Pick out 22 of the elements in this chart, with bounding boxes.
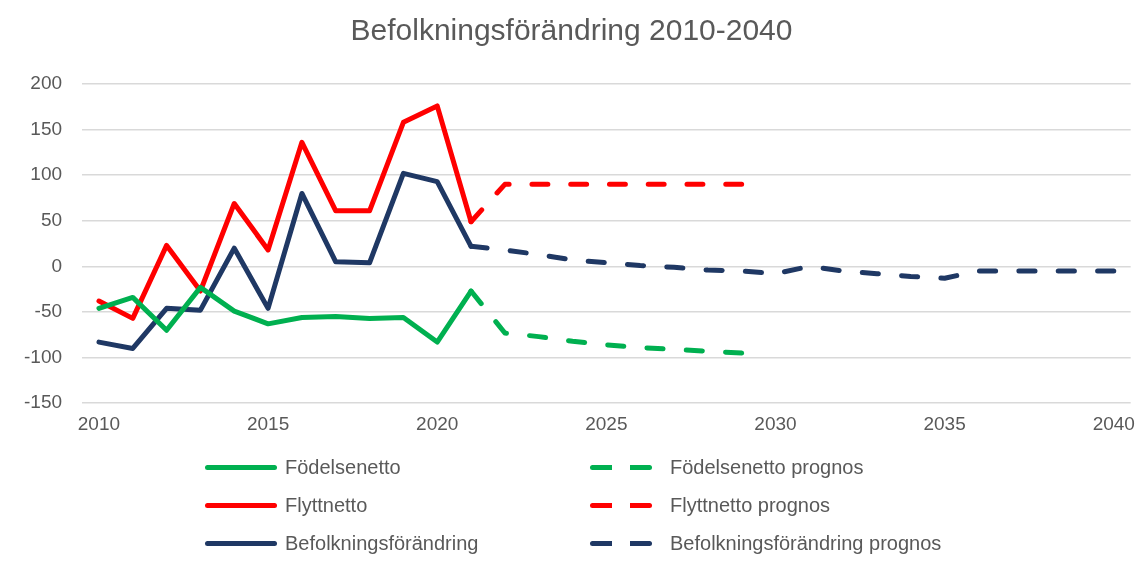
legend-label: Befolkningsförändring prognos [670, 531, 942, 555]
y-tick-label: -50 [34, 300, 63, 322]
legend-label: Flyttnetto prognos [670, 493, 831, 517]
legend-label: Flyttnetto [285, 493, 368, 517]
x-tick-label: 2040 [1092, 412, 1135, 434]
x-tick-label: 2010 [77, 412, 121, 434]
chart-title: Befolkningsförändring 2010-2040 [350, 13, 793, 47]
x-tick-label: 2020 [416, 412, 459, 434]
y-tick-label: 0 [51, 254, 63, 276]
x-tick-label: 2025 [585, 412, 628, 434]
y-tick-label: -150 [24, 391, 63, 413]
y-tick-label: 50 [40, 209, 63, 231]
y-tick-label: 200 [30, 72, 63, 94]
y-tick-label: -100 [24, 345, 63, 367]
x-tick-label: 2030 [754, 412, 797, 434]
legend-label: Födelsenetto prognos [670, 455, 864, 479]
y-tick-label: 100 [30, 163, 63, 185]
legend-label: Befolkningsförändring [285, 531, 479, 555]
legend-label: Födelsenetto [285, 455, 401, 479]
x-tick-label: 2035 [923, 412, 966, 434]
x-tick-label: 2015 [246, 412, 290, 434]
y-tick-label: 150 [30, 117, 63, 139]
